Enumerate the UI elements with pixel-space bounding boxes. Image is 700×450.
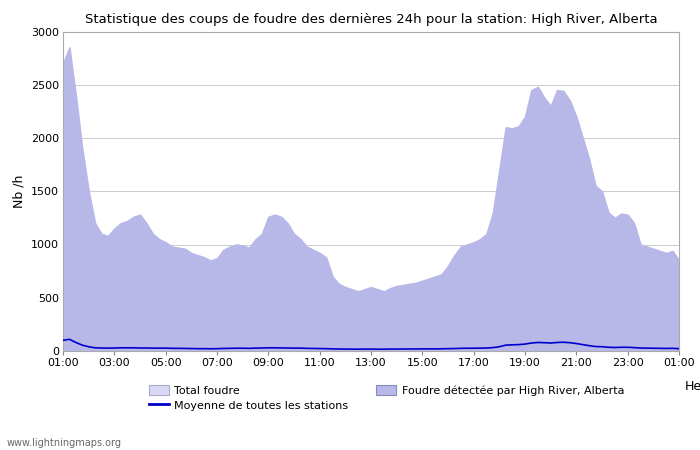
- Legend: Total foudre, Moyenne de toutes les stations, Foudre détectée par High River, Al: Total foudre, Moyenne de toutes les stat…: [148, 385, 624, 411]
- Text: Heure: Heure: [685, 380, 700, 393]
- Title: Statistique des coups de foudre des dernières 24h pour la station: High River, A: Statistique des coups de foudre des dern…: [85, 13, 657, 26]
- Text: www.lightningmaps.org: www.lightningmaps.org: [7, 438, 122, 448]
- Y-axis label: Nb /h: Nb /h: [12, 175, 25, 208]
